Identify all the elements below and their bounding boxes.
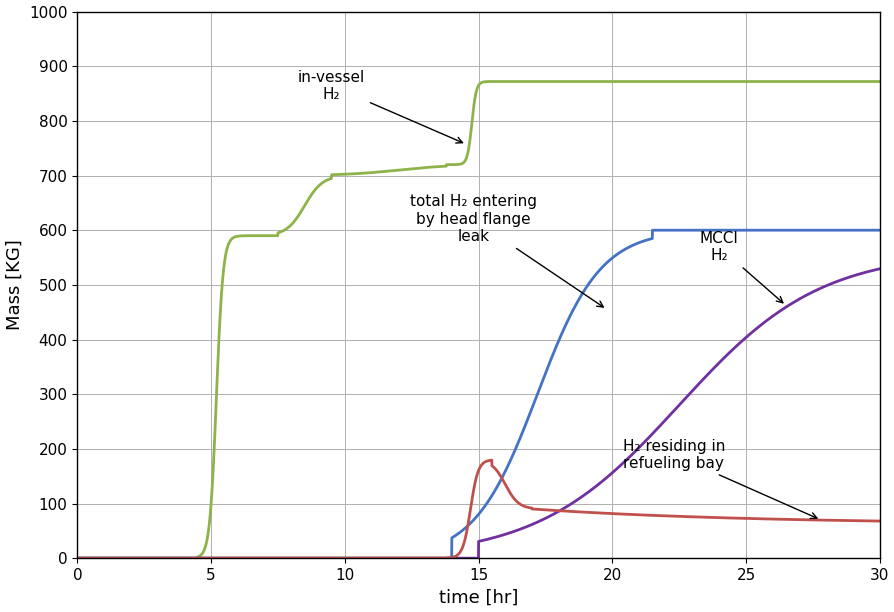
Text: MCCI
H₂: MCCI H₂ xyxy=(699,231,782,303)
Text: H₂ residing in
refueling bay: H₂ residing in refueling bay xyxy=(622,439,816,518)
Text: in-vessel
H₂: in-vessel H₂ xyxy=(298,70,462,143)
X-axis label: time [hr]: time [hr] xyxy=(438,589,518,606)
Y-axis label: Mass [KG]: Mass [KG] xyxy=(5,239,23,330)
Text: total H₂ entering
by head flange
leak: total H₂ entering by head flange leak xyxy=(409,195,603,307)
